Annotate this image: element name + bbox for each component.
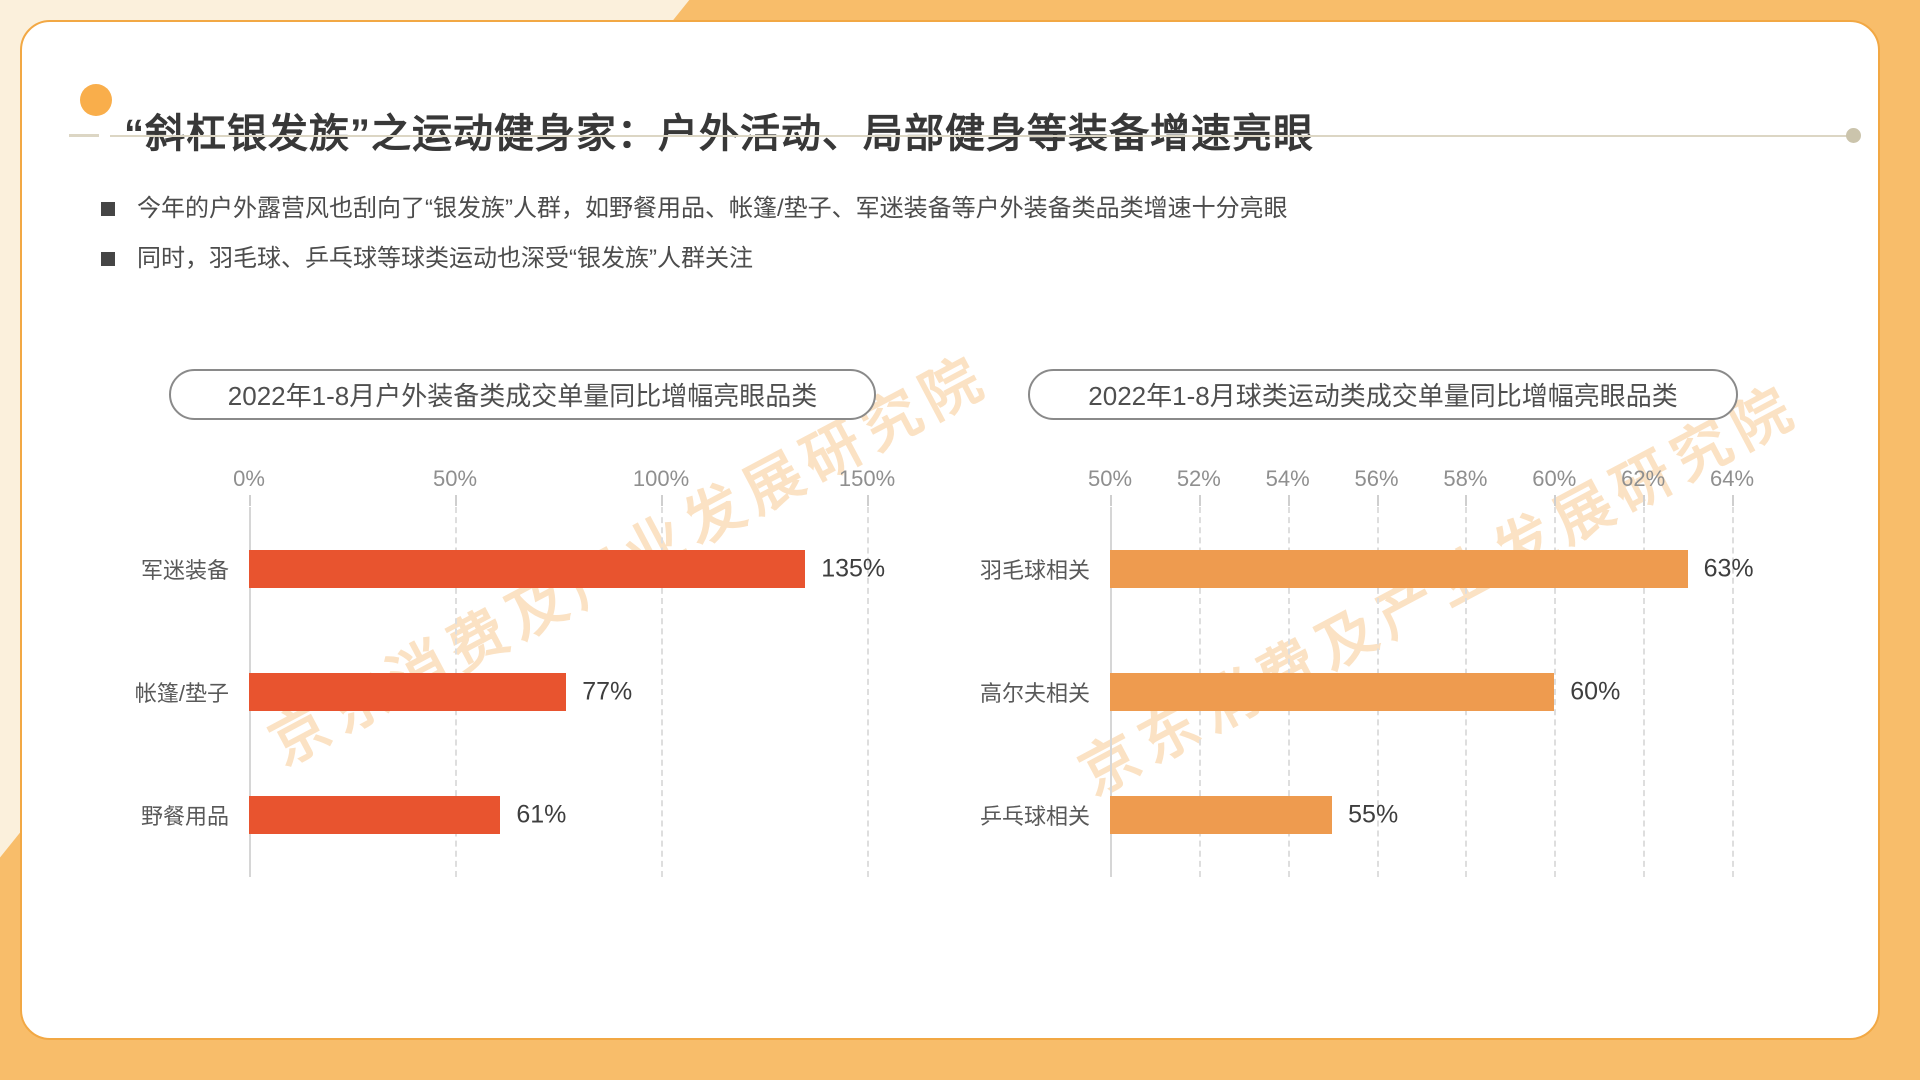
title-underline-short [69, 134, 99, 137]
outdoor-gear-chart: 2022年1-8月户外装备类成交单量同比增幅亮眼品类 0% 50% 100% 150%… [97, 362, 997, 877]
axis-tick-mark [1732, 495, 1734, 506]
plot-area: 军迷装备 135% 帐篷/垫子 77% 野餐用品 61% [135, 495, 885, 877]
value-label: 61% [516, 800, 567, 829]
chart-row: 帐篷/垫子 77% [135, 630, 867, 753]
gridline [1643, 507, 1646, 877]
title-underline-end-dot [1846, 128, 1861, 143]
gridline [661, 507, 663, 877]
bar [1110, 549, 1688, 588]
axis-tick-label: 60% [1532, 466, 1577, 491]
title-bullet-dot-icon [80, 84, 112, 116]
bullet-item: 今年的户外露营风也刮向了“银发族”人群，如野餐用品、帐篷/垫子、军迷装备等户外装… [101, 194, 1288, 224]
chart-title-pill: 2022年1-8月球类运动类成交单量同比增幅亮眼品类 [1028, 369, 1738, 420]
axis-tick-label: 0% [233, 466, 265, 491]
axis-tick-mark [661, 495, 663, 506]
axis-tick-label: 100% [632, 466, 690, 491]
axis-tick-mark [1554, 495, 1557, 506]
plot-area: 羽毛球相关 63% 高尔夫相关 60% 乒乓球相关 55% [980, 495, 1754, 877]
value-label: 55% [1348, 800, 1399, 829]
content-card: “斜杠银发族”之运动健身家：户外活动、局部健身等装备增速亮眼 今年的户外露营风也… [20, 20, 1880, 1040]
value-label: 77% [582, 677, 633, 706]
page-title: “斜杠银发族”之运动健身家：户外活动、局部健身等装备增速亮眼 [124, 111, 1314, 156]
square-bullet-icon [101, 202, 115, 216]
category-label: 羽毛球相关 [979, 557, 1090, 583]
axis-tick-mark [1376, 495, 1379, 506]
x-axis: 0% 50% 100% 150% [233, 466, 895, 496]
x-axis: 50% 52% 54% 56% 58% 60% 62% 64% [1088, 466, 1754, 496]
category-label: 帐篷/垫子 [134, 680, 229, 706]
axis-tick-mark [455, 495, 457, 506]
bullet-item: 同时，羽毛球、乒乓球等球类运动也深受“银发族”人群关注 [101, 244, 753, 274]
chart-row: 军迷装备 135% [141, 507, 885, 630]
gridline [1554, 507, 1557, 877]
bar [249, 796, 501, 835]
value-label: 63% [1703, 554, 1754, 583]
chart-row: 乒乓球相关 55% [980, 754, 1732, 877]
bullet-text: 今年的户外露营风也刮向了“银发族”人群，如野餐用品、帐篷/垫子、军迷装备等户外装… [137, 195, 1288, 222]
chart-row: 羽毛球相关 63% [980, 507, 1754, 630]
axis-tick-label: 50% [432, 466, 478, 491]
axis-tick-mark [249, 495, 251, 506]
axis-tick-mark [1110, 495, 1112, 506]
bullet-text: 同时，羽毛球、乒乓球等球类运动也深受“银发族”人群关注 [137, 245, 753, 272]
gridline [1732, 507, 1734, 877]
category-label: 乒乓球相关 [979, 804, 1090, 830]
ball-sports-chart: 2022年1-8月球类运动类成交单量同比增幅亮眼品类 50% 52% 54% 56% 5… [962, 362, 1862, 877]
axis-tick-label: 64% [1709, 466, 1755, 491]
axis-tick-mark [1287, 495, 1290, 506]
value-label: 60% [1570, 677, 1621, 706]
axis-tick-mark [1465, 495, 1468, 506]
axis-tick-label: 54% [1265, 466, 1310, 491]
chart-row: 高尔夫相关 60% [980, 630, 1732, 753]
bar [249, 672, 567, 711]
axis-tick-mark [1198, 495, 1201, 506]
axis-tick-label: 62% [1621, 466, 1666, 491]
axis-tick-label: 56% [1354, 466, 1399, 491]
chart-title-pill: 2022年1-8月户外装备类成交单量同比增幅亮眼品类 [169, 369, 876, 420]
axis-tick-label: 58% [1443, 466, 1488, 491]
value-label: 135% [821, 554, 886, 583]
title-underline [110, 135, 1848, 137]
chart-title: 2022年1-8月户外装备类成交单量同比增幅亮眼品类 [227, 381, 818, 411]
axis-tick-mark [1643, 495, 1646, 506]
bar [1110, 796, 1333, 835]
category-label: 野餐用品 [140, 804, 229, 830]
axis-tick-label: 52% [1176, 466, 1221, 491]
square-bullet-icon [101, 252, 115, 266]
chart-row: 野餐用品 61% [141, 754, 867, 877]
category-label: 军迷装备 [140, 557, 229, 583]
bar [249, 549, 806, 588]
gridline [867, 507, 869, 877]
bar [1110, 672, 1555, 711]
category-label: 高尔夫相关 [979, 680, 1090, 706]
axis-tick-label: 50% [1087, 466, 1133, 491]
axis-tick-label: 150% [838, 466, 896, 491]
chart-title: 2022年1-8月球类运动类成交单量同比增幅亮眼品类 [1088, 381, 1678, 411]
axis-tick-mark [867, 495, 869, 506]
